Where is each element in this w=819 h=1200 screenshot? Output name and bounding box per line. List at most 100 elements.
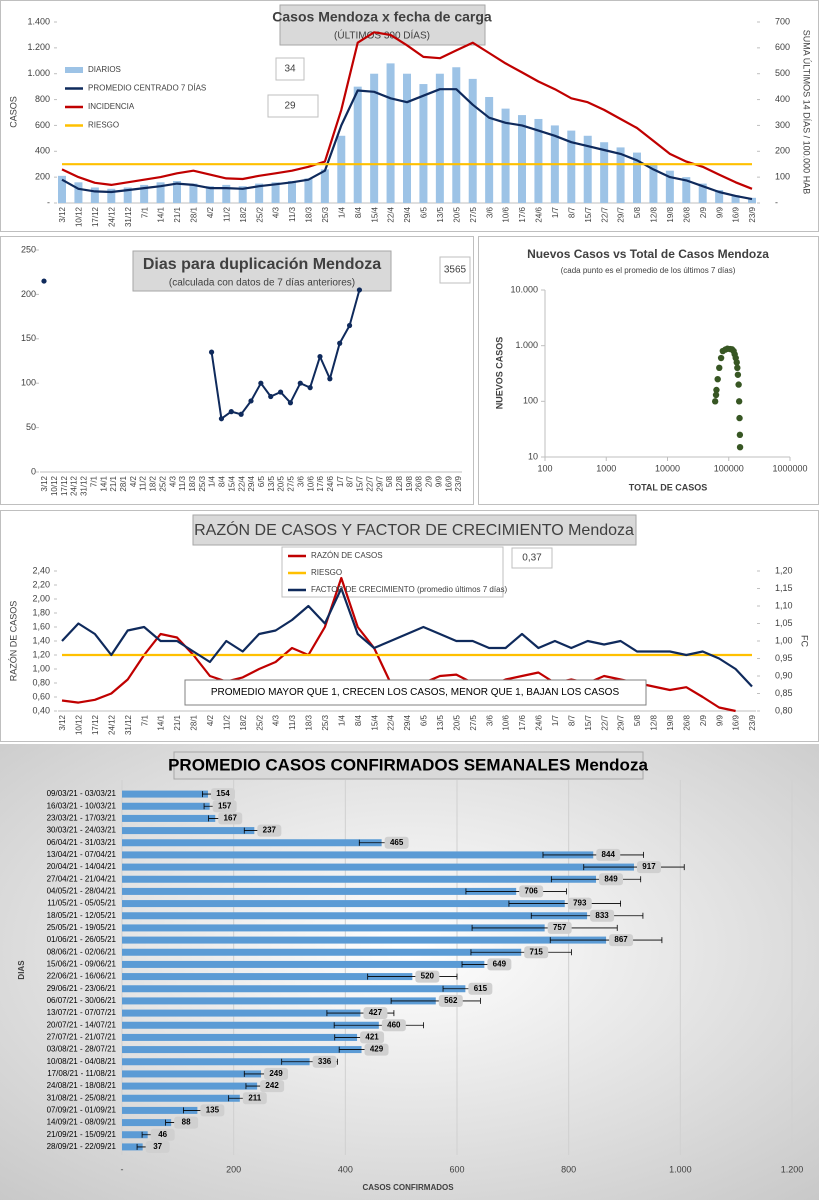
- y-axis-label: RAZÓN DE CASOS: [8, 601, 18, 682]
- bar: [156, 182, 165, 203]
- x-tick-label: 14/1: [99, 475, 108, 491]
- point: [317, 353, 323, 360]
- x-tick-label: 7/1: [89, 475, 98, 487]
- point: [356, 287, 363, 293]
- chart-title: PROMEDIO CASOS CONFIRMADOS SEMANALES Men…: [168, 755, 648, 774]
- x-tick-label: 28/1: [190, 714, 199, 730]
- x-tick-label: 17/6: [518, 206, 527, 222]
- x-tick-label: 9/9: [715, 206, 724, 218]
- x-tick-label: 3/6: [296, 475, 305, 487]
- x-tick-label: 12/8: [650, 206, 659, 222]
- bar: [122, 1082, 258, 1090]
- error-bar: [470, 949, 572, 956]
- point: [733, 359, 740, 366]
- x-tick-label: 6/5: [420, 714, 429, 726]
- y2-tick-label: 700: [775, 16, 790, 26]
- data-label: 237: [263, 826, 277, 835]
- error-bar: [530, 912, 644, 919]
- data-label: 715: [530, 947, 544, 956]
- x-tick-label: 14/1: [157, 206, 166, 222]
- x-tick-label: 29/7: [617, 714, 626, 730]
- x-tick-label: 31/12: [124, 714, 133, 735]
- y-tick-label: 250: [21, 244, 36, 254]
- x-tick-label: 4/3: [272, 206, 281, 218]
- point: [736, 414, 743, 422]
- y2-tick-label: 0,85: [775, 688, 793, 698]
- x-tick-label: 20/5: [277, 475, 286, 491]
- x-tick-label: 24/6: [535, 206, 544, 222]
- x-tick-label: 18/2: [149, 475, 158, 491]
- y-tick-label: 01/06/21 - 26/05/21: [47, 935, 117, 944]
- x-tick-label: 2/9: [699, 206, 708, 218]
- data-label: 429: [370, 1045, 384, 1054]
- y-tick-label: 24/08/21 - 18/08/21: [47, 1081, 117, 1090]
- x-tick-label: 100: [537, 463, 552, 473]
- bar: [435, 73, 444, 203]
- y-tick-label: 200: [35, 172, 50, 182]
- y-tick-label: 50: [26, 422, 36, 432]
- x-tick-label: 25/2: [255, 714, 264, 730]
- x-tick-label: 7/1: [140, 206, 149, 218]
- point: [714, 375, 721, 383]
- x-tick-label: 600: [449, 1164, 464, 1174]
- x-tick-label: 13/5: [436, 206, 445, 222]
- legend-label: RIESGO: [311, 568, 342, 577]
- x-tick-label: 24/6: [535, 714, 544, 730]
- bar: [370, 73, 379, 203]
- bar: [173, 181, 181, 203]
- y-tick-label: 400: [35, 146, 50, 156]
- data-label: 465: [390, 838, 404, 847]
- line: [61, 31, 753, 190]
- x-tick-label: 11/3: [288, 206, 297, 222]
- y-tick-label: 21/09/21 - 15/09/21: [47, 1130, 117, 1139]
- bar: [304, 178, 313, 203]
- x-tick-label: 15/4: [227, 475, 236, 491]
- point: [41, 278, 47, 284]
- line: [61, 587, 753, 688]
- data-label-box: [519, 885, 544, 898]
- x-tick-label: 4/2: [129, 475, 138, 487]
- x-tick-label: 25/3: [321, 714, 330, 730]
- x-tick-label: 1000000: [772, 463, 807, 473]
- y-tick-label: 0,40: [32, 705, 50, 715]
- legend-label: RAZÓN DE CASOS: [311, 551, 383, 560]
- error-bar: [390, 997, 481, 1004]
- bar: [122, 1070, 262, 1078]
- x-tick-label: 18/3: [305, 206, 314, 222]
- x-tick-label: 8/4: [218, 475, 227, 487]
- annotation: 3565: [444, 265, 467, 276]
- point: [228, 409, 234, 415]
- data-label-box: [145, 1140, 170, 1153]
- x-tick-label: 10/6: [502, 714, 511, 730]
- error-bar: [471, 924, 618, 931]
- x-tick-label: 17/12: [91, 206, 100, 227]
- x-tick-label: 21/1: [173, 714, 182, 730]
- x-tick-label: 17/6: [316, 475, 325, 491]
- y-tick-label: 25/05/21 - 19/05/21: [47, 923, 117, 932]
- x-tick-label: 8/7: [346, 475, 355, 487]
- x-tick-label: 25/2: [255, 206, 264, 222]
- y-tick-label: 2,40: [32, 565, 50, 575]
- bar: [122, 1033, 358, 1041]
- x-tick-label: 5/8: [385, 475, 394, 487]
- bar: [122, 839, 382, 847]
- data-label-box: [312, 1055, 337, 1068]
- y-tick-label: 20/04/21 - 14/04/21: [47, 862, 117, 871]
- x-tick-label: 14/1: [157, 714, 166, 730]
- data-label-box: [524, 946, 549, 959]
- x-tick-label: 31/12: [124, 206, 133, 227]
- bar: [107, 188, 116, 203]
- bar: [205, 186, 214, 203]
- y-tick-label: 2,20: [32, 579, 50, 589]
- y-tick-label: 1.000: [27, 68, 50, 78]
- x-tick-label: 24/12: [70, 475, 79, 496]
- x-tick-label: 4/2: [206, 206, 215, 218]
- y-tick-label: 1.000: [515, 340, 538, 350]
- bar: [271, 182, 280, 203]
- y-tick-label: 27/04/21 - 21/04/21: [47, 874, 117, 883]
- data-label: 615: [474, 984, 488, 993]
- x-tick-label: 15/4: [370, 714, 379, 730]
- x-tick-label: 23/9: [454, 475, 463, 491]
- annotation-box: [511, 547, 553, 569]
- data-label-box: [590, 909, 615, 922]
